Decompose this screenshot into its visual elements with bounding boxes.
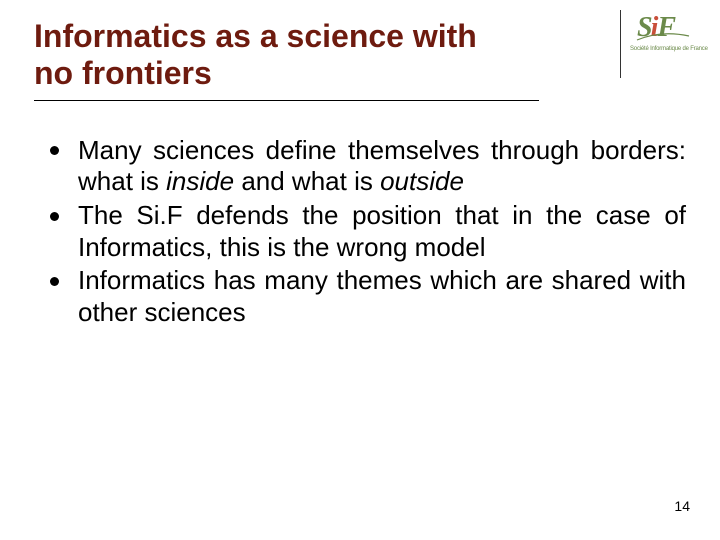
italic-text: inside — [166, 166, 234, 196]
italic-text: outside — [380, 166, 464, 196]
text-segment: and what is — [234, 166, 380, 196]
text-segment: The Si.F defends the position that in th… — [78, 200, 686, 262]
title-line-1: Informatics as a science with — [34, 18, 477, 54]
bullet-item: Informatics has many themes which are sh… — [48, 265, 686, 328]
bullet-item: The Si.F defends the position that in th… — [48, 200, 686, 263]
title-line-2: no frontiers — [34, 55, 212, 91]
bullet-item: Many sciences define themselves through … — [48, 135, 686, 198]
slide: SiF Société Informatique de France Infor… — [0, 0, 720, 540]
slide-title: Informatics as a science with no frontie… — [34, 18, 539, 101]
logo-divider — [620, 10, 621, 78]
logo-caption: Société Informatique de France — [630, 46, 698, 52]
bullet-list: Many sciences define themselves through … — [48, 135, 686, 329]
sif-logo: SiF Société Informatique de France — [630, 10, 698, 60]
text-segment: Informatics has many themes which are sh… — [78, 265, 686, 327]
page-number: 14 — [674, 498, 690, 514]
sif-logo-svg: SiF — [633, 10, 695, 44]
slide-body: Many sciences define themselves through … — [34, 135, 686, 329]
